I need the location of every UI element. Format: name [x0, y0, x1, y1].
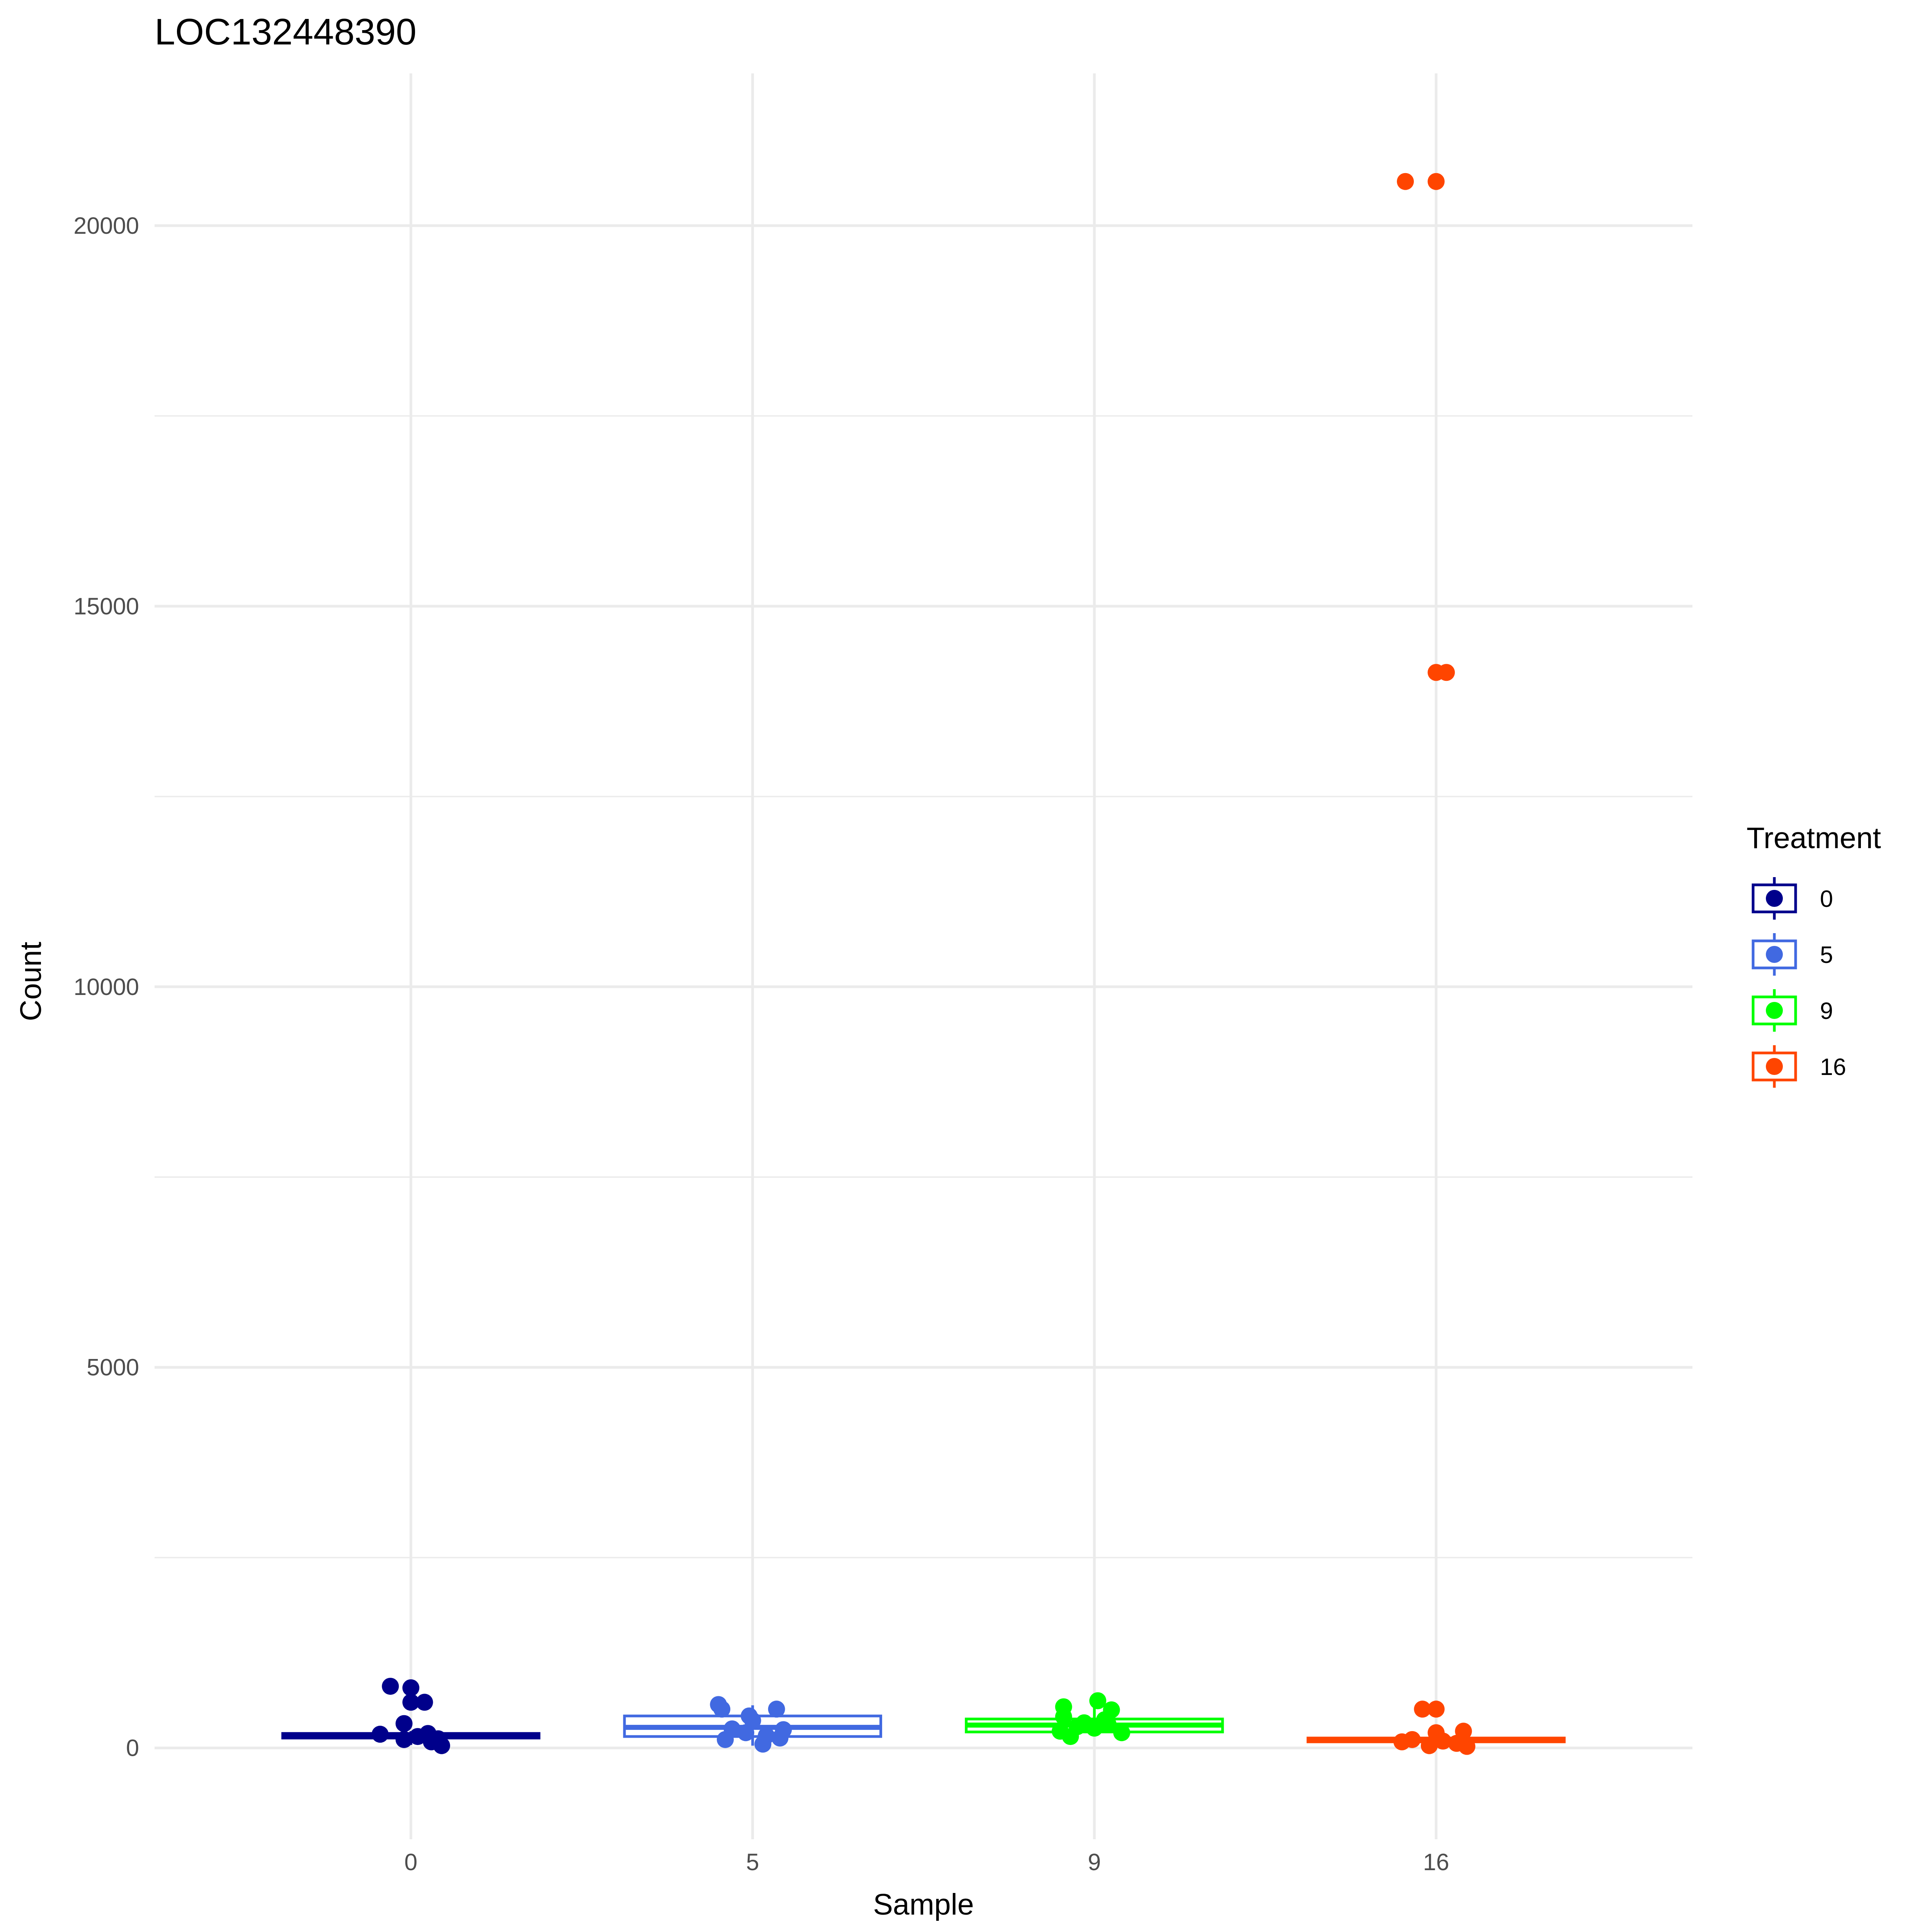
x-tick-label: 16 — [1423, 1849, 1449, 1875]
data-point — [1434, 1732, 1452, 1750]
points-0 — [371, 1678, 450, 1754]
y-tick-label: 0 — [126, 1735, 139, 1761]
legend-item-9: 9 — [1752, 989, 1833, 1032]
legend-label: 5 — [1820, 942, 1833, 968]
data-point — [371, 1726, 389, 1743]
data-point — [395, 1715, 413, 1732]
x-tick-label: 5 — [746, 1849, 759, 1875]
legend-item-0: 0 — [1752, 877, 1833, 920]
data-point — [409, 1728, 427, 1745]
x-axis-ticks: 0 5 9 16 — [404, 1849, 1449, 1875]
legend-item-5: 5 — [1752, 933, 1833, 976]
data-point — [1113, 1724, 1130, 1742]
y-axis-ticks: 0 5000 10000 15000 20000 — [73, 213, 139, 1761]
legend-label: 16 — [1820, 1054, 1846, 1080]
boxplots — [281, 1702, 1566, 1747]
data-point — [1438, 664, 1455, 681]
y-tick-label: 15000 — [73, 593, 139, 619]
data-point — [768, 1701, 785, 1718]
legend-key-point — [1766, 890, 1783, 907]
points-5 — [710, 1696, 792, 1753]
data-point — [1420, 1737, 1438, 1754]
data-point — [1427, 1701, 1445, 1718]
legend-label: 0 — [1820, 886, 1833, 912]
legend-items: 0 5 9 16 — [1752, 877, 1846, 1088]
data-point — [754, 1735, 772, 1753]
data-point — [717, 1731, 734, 1748]
y-tick-label: 10000 — [73, 974, 139, 1000]
y-tick-label: 5000 — [87, 1354, 139, 1381]
grid — [155, 73, 1692, 1839]
x-axis-title: Sample — [873, 1888, 974, 1921]
data-point — [433, 1737, 450, 1754]
legend-label: 9 — [1820, 998, 1833, 1024]
points-9 — [1051, 1692, 1130, 1745]
data-point — [1393, 1733, 1411, 1750]
data-point — [1458, 1738, 1476, 1755]
points-16 — [1393, 173, 1476, 1755]
x-tick-label: 0 — [404, 1849, 417, 1875]
data-point — [737, 1724, 755, 1742]
data-point — [395, 1731, 413, 1748]
data-point — [1075, 1714, 1093, 1731]
legend-key-point — [1766, 946, 1783, 963]
data-point — [1099, 1716, 1117, 1733]
data-point — [382, 1678, 399, 1695]
legend-key-point — [1766, 1058, 1783, 1075]
data-point — [1062, 1728, 1079, 1745]
legend-key-point — [1766, 1002, 1783, 1019]
data-point — [402, 1679, 420, 1697]
data-point — [416, 1694, 433, 1711]
data-point — [771, 1730, 789, 1747]
data-point — [1397, 173, 1414, 190]
legend-key-box — [1752, 1051, 1797, 1082]
chart-title: LOC132448390 — [155, 11, 417, 53]
legend: Treatment 0 5 9 16 — [1747, 821, 1881, 1088]
x-tick-label: 9 — [1088, 1849, 1101, 1875]
y-tick-label: 20000 — [73, 213, 139, 239]
data-point — [1427, 173, 1445, 190]
data-points — [371, 173, 1476, 1755]
y-axis-title: Count — [14, 942, 48, 1021]
legend-item-16: 16 — [1752, 1045, 1846, 1088]
data-point — [713, 1701, 731, 1718]
legend-title: Treatment — [1747, 821, 1881, 855]
data-point — [402, 1694, 420, 1711]
data-point — [1414, 1701, 1431, 1718]
data-point — [1055, 1708, 1072, 1725]
data-point — [1089, 1692, 1107, 1709]
